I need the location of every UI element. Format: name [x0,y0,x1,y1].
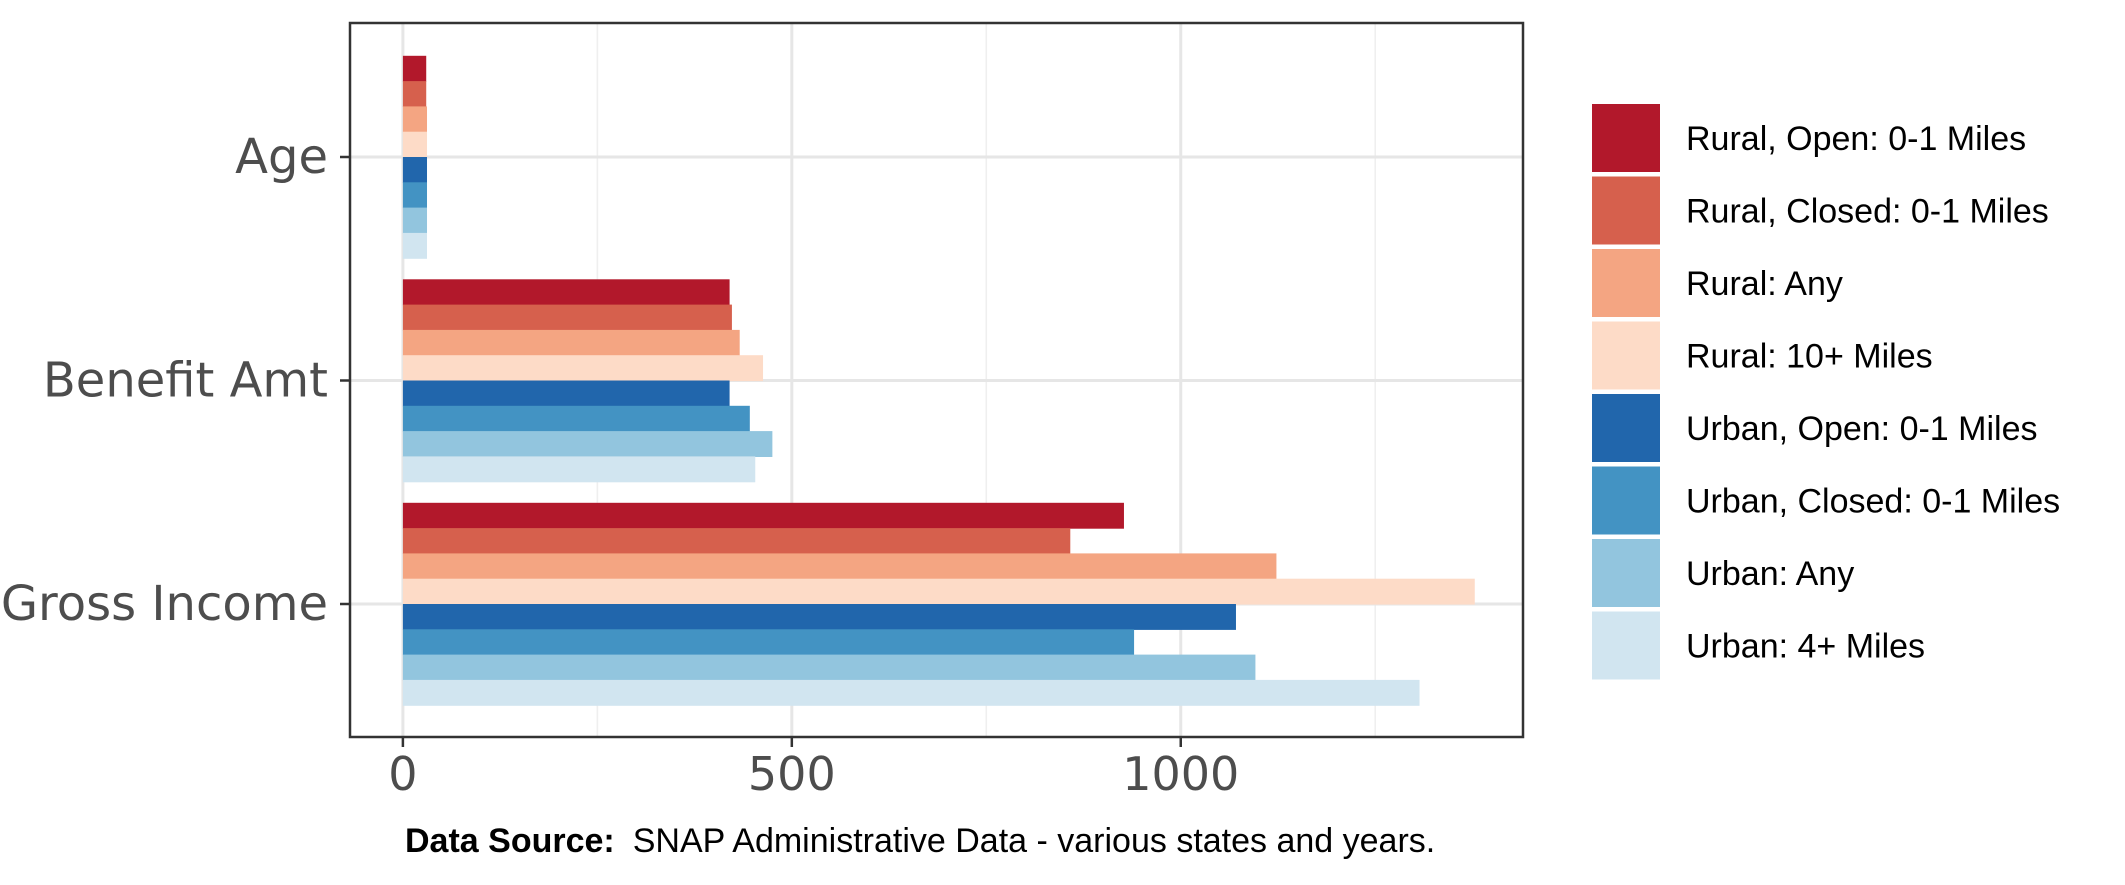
caption-text: SNAP Administrative Data - various state… [632,822,1436,860]
bar-benefit-amt-urban-open-0-1-miles [402,380,730,407]
bar-benefit-amt-urban-4-miles [402,456,756,483]
bar-age-rural-closed-0-1-miles [402,81,427,107]
x-tick-label-1000: 1000 [1122,747,1239,801]
bar-gross-income-urban-closed-0-1-miles [402,629,1135,656]
legend-key-urban-any [1592,539,1660,607]
caption-label: Data Source: [405,822,615,860]
legend-label-rural-open-0-1-miles: Rural, Open: 0-1 Miles [1686,120,2026,158]
legend-key-urban-closed-0-1-miles [1592,466,1660,535]
bar-benefit-amt-rural-any [402,329,740,356]
legend-key-rural-closed-0-1-miles [1592,176,1660,245]
legend: Rural, Open: 0-1 Miles Rural, Closed: 0-1… [1592,104,2060,680]
legend-label-urban-4-miles: Urban: 4+ Miles [1686,628,1925,666]
y-tick-label-gross-income: Gross Income [1,576,328,632]
legend-key-urban-open-0-1-miles [1592,394,1660,462]
bar-age-urban-4-miles [402,232,428,259]
bar-age-rural-open-0-1-miles [402,55,427,82]
legend-label-urban-open-0-1-miles: Urban, Open: 0-1 Miles [1686,410,2038,448]
bar-gross-income-urban-open-0-1-miles [402,604,1236,630]
bar-age-rural-any [402,106,428,133]
bar-age-urban-any [402,207,428,234]
bar-benefit-amt-urban-closed-0-1-miles [402,405,750,432]
data-source-caption: Data Source: SNAP Administrative Data - v… [405,822,1435,861]
y-tick-label-benefit-amt: Benefit Amt [43,353,328,409]
bar-gross-income-urban-4-miles [402,679,1420,706]
x-tick-label-0: 0 [388,747,417,801]
bar-gross-income-rural-10-miles [402,578,1475,605]
bar-benefit-amt-urban-any [402,431,773,457]
legend-key-rural-any [1592,249,1660,317]
bar-benefit-amt-rural-closed-0-1-miles [402,304,732,331]
legend-key-rural-10-miles [1592,321,1660,390]
legend-key-rural-open-0-1-miles [1592,104,1660,172]
x-tick-label-500: 500 [748,747,836,801]
y-tick-label-age: Age [235,129,328,185]
legend-label-rural-10-miles: Rural: 10+ Miles [1686,338,1933,376]
legend-label-rural-any: Rural: Any [1686,265,1843,303]
legend-label-urban-closed-0-1-miles: Urban, Closed: 0-1 Miles [1686,483,2060,521]
legend-key-urban-4-miles [1592,611,1660,680]
bar-age-urban-closed-0-1-miles [402,182,428,209]
bar-benefit-amt-rural-10-miles [402,355,764,382]
bar-age-rural-10-miles [402,131,428,158]
bar-gross-income-rural-closed-0-1-miles [402,528,1071,554]
legend-label-urban-any: Urban: Any [1686,555,1854,593]
bar-benefit-amt-rural-open-0-1-miles [402,279,730,306]
bar-gross-income-rural-any [402,553,1277,580]
bar-gross-income-urban-any [402,654,1256,681]
legend-label-rural-closed-0-1-miles: Rural, Closed: 0-1 Miles [1686,193,2049,231]
bar-gross-income-rural-open-0-1-miles [402,502,1124,529]
bar-age-urban-open-0-1-miles [402,157,428,183]
bars [402,55,1475,706]
axes: Age Benefit Amt Gross Income 0 500 1000 [1,129,1239,801]
